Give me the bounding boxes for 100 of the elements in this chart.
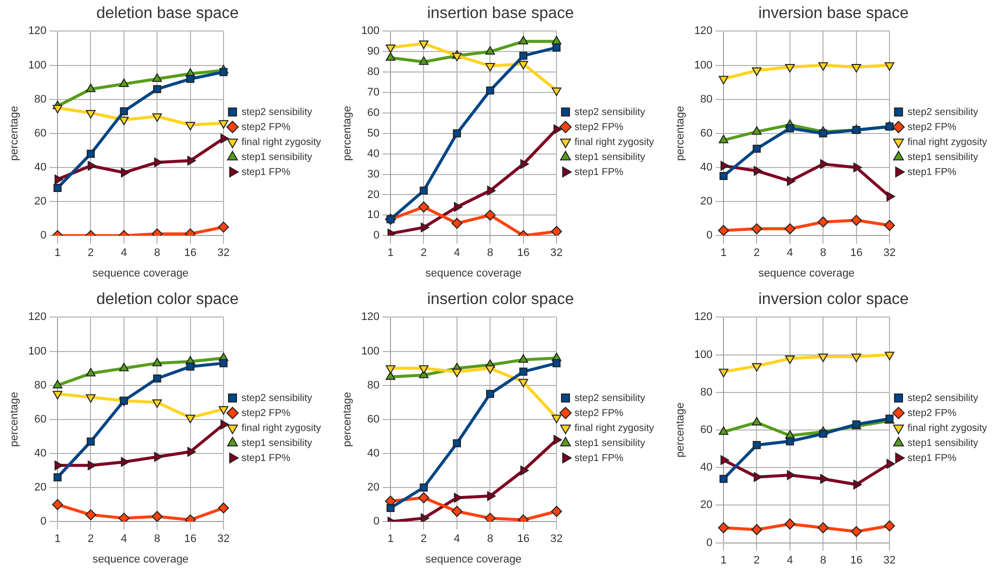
- x-tick-label: 32: [550, 533, 563, 546]
- x-tick-label: 2: [754, 247, 760, 260]
- y-tick-label: 100: [694, 348, 713, 361]
- point: [420, 186, 428, 195]
- point: [454, 202, 462, 212]
- y-tick-label: 80: [34, 379, 47, 392]
- point: [518, 354, 528, 363]
- point: [120, 457, 130, 467]
- y-tick-label: 60: [700, 127, 713, 140]
- point: [386, 365, 396, 374]
- point: [484, 210, 496, 221]
- legend-label: step1 sensibility: [908, 152, 978, 163]
- y-tick-label: 100: [694, 59, 713, 72]
- y-tick-label: 60: [34, 127, 47, 140]
- y-tick-label: 40: [34, 162, 47, 174]
- y-tick-label: 60: [700, 424, 713, 436]
- x-axis-title: sequence coverage: [758, 267, 855, 280]
- point: [884, 62, 894, 71]
- point: [152, 399, 162, 408]
- point: [52, 499, 64, 510]
- point: [552, 359, 561, 368]
- x-tick-label: 4: [454, 247, 460, 260]
- legend-label: step1 FP%: [908, 452, 957, 464]
- y-tick-label: 90: [367, 46, 380, 58]
- x-tick-label: 2: [754, 554, 760, 566]
- point: [85, 509, 96, 520]
- legend-label: step1 sensibility: [574, 152, 646, 163]
- point: [219, 68, 228, 76]
- point: [120, 168, 130, 178]
- y-tick-label: 80: [34, 93, 47, 106]
- y-tick-label: 10: [367, 209, 380, 222]
- point: [219, 359, 228, 368]
- y-tick-label: 120: [694, 25, 713, 38]
- y-tick-label: 20: [700, 196, 713, 208]
- point: [187, 156, 196, 166]
- x-tick-label: 8: [154, 247, 160, 260]
- point: [554, 124, 562, 134]
- x-tick-label: 4: [786, 247, 794, 260]
- x-tick-label: 2: [88, 533, 94, 546]
- point: [452, 52, 462, 62]
- point: [886, 459, 896, 469]
- x-tick-label: 1: [54, 247, 61, 260]
- x-tick-label: 32: [883, 247, 896, 260]
- x-tick-label: 1: [720, 247, 727, 260]
- point: [54, 473, 62, 482]
- point: [718, 368, 728, 378]
- point: [786, 437, 794, 446]
- point: [785, 356, 795, 364]
- y-axis-title: percentage: [674, 106, 687, 161]
- point: [852, 64, 862, 72]
- y-tick-label: 80: [367, 66, 380, 78]
- point: [751, 223, 762, 234]
- point: [54, 460, 64, 470]
- x-tick-label: 2: [420, 533, 427, 546]
- point: [852, 354, 862, 362]
- x-tick-label: 2: [88, 247, 94, 260]
- point: [152, 113, 162, 122]
- point: [718, 224, 730, 236]
- point: [519, 52, 528, 60]
- x-tick-label: 32: [217, 247, 230, 260]
- point: [720, 455, 730, 465]
- x-tick-label: 1: [387, 247, 394, 260]
- y-axis-title: percentage: [8, 392, 21, 447]
- point: [186, 122, 196, 130]
- point: [884, 220, 896, 231]
- x-tick-label: 8: [820, 554, 826, 566]
- x-axis-title: sequence coverage: [92, 553, 189, 566]
- point: [52, 380, 62, 388]
- point: [420, 222, 430, 232]
- point: [520, 466, 529, 476]
- legend-label: step1 FP%: [574, 452, 624, 464]
- x-tick-label: 4: [454, 533, 460, 546]
- point: [853, 480, 862, 490]
- point: [718, 522, 730, 534]
- point: [187, 446, 196, 457]
- x-tick-label: 4: [120, 533, 128, 546]
- point: [386, 504, 395, 512]
- y-tick-label: 100: [361, 345, 380, 358]
- point: [418, 365, 429, 374]
- point: [452, 368, 462, 378]
- legend-label: step2 FP%: [574, 408, 624, 419]
- y-tick-label: 20: [367, 482, 380, 494]
- x-tick-label: 8: [487, 247, 494, 260]
- point: [751, 524, 762, 536]
- point: [720, 474, 728, 483]
- legend-label: step1 FP%: [242, 166, 291, 178]
- legend-label: step2 FP%: [242, 122, 291, 133]
- y-tick-label: 120: [694, 311, 713, 324]
- point: [418, 492, 430, 504]
- point: [386, 52, 396, 61]
- point: [519, 368, 528, 376]
- point: [820, 474, 829, 484]
- point: [784, 518, 796, 530]
- chart-title: insertion color space: [427, 291, 574, 308]
- point: [819, 430, 828, 438]
- legend-label: final right zygosity: [908, 422, 988, 434]
- x-tick-label: 16: [517, 533, 530, 546]
- x-tick-label: 16: [850, 247, 862, 260]
- y-tick-label: 70: [367, 86, 380, 99]
- point: [86, 438, 95, 446]
